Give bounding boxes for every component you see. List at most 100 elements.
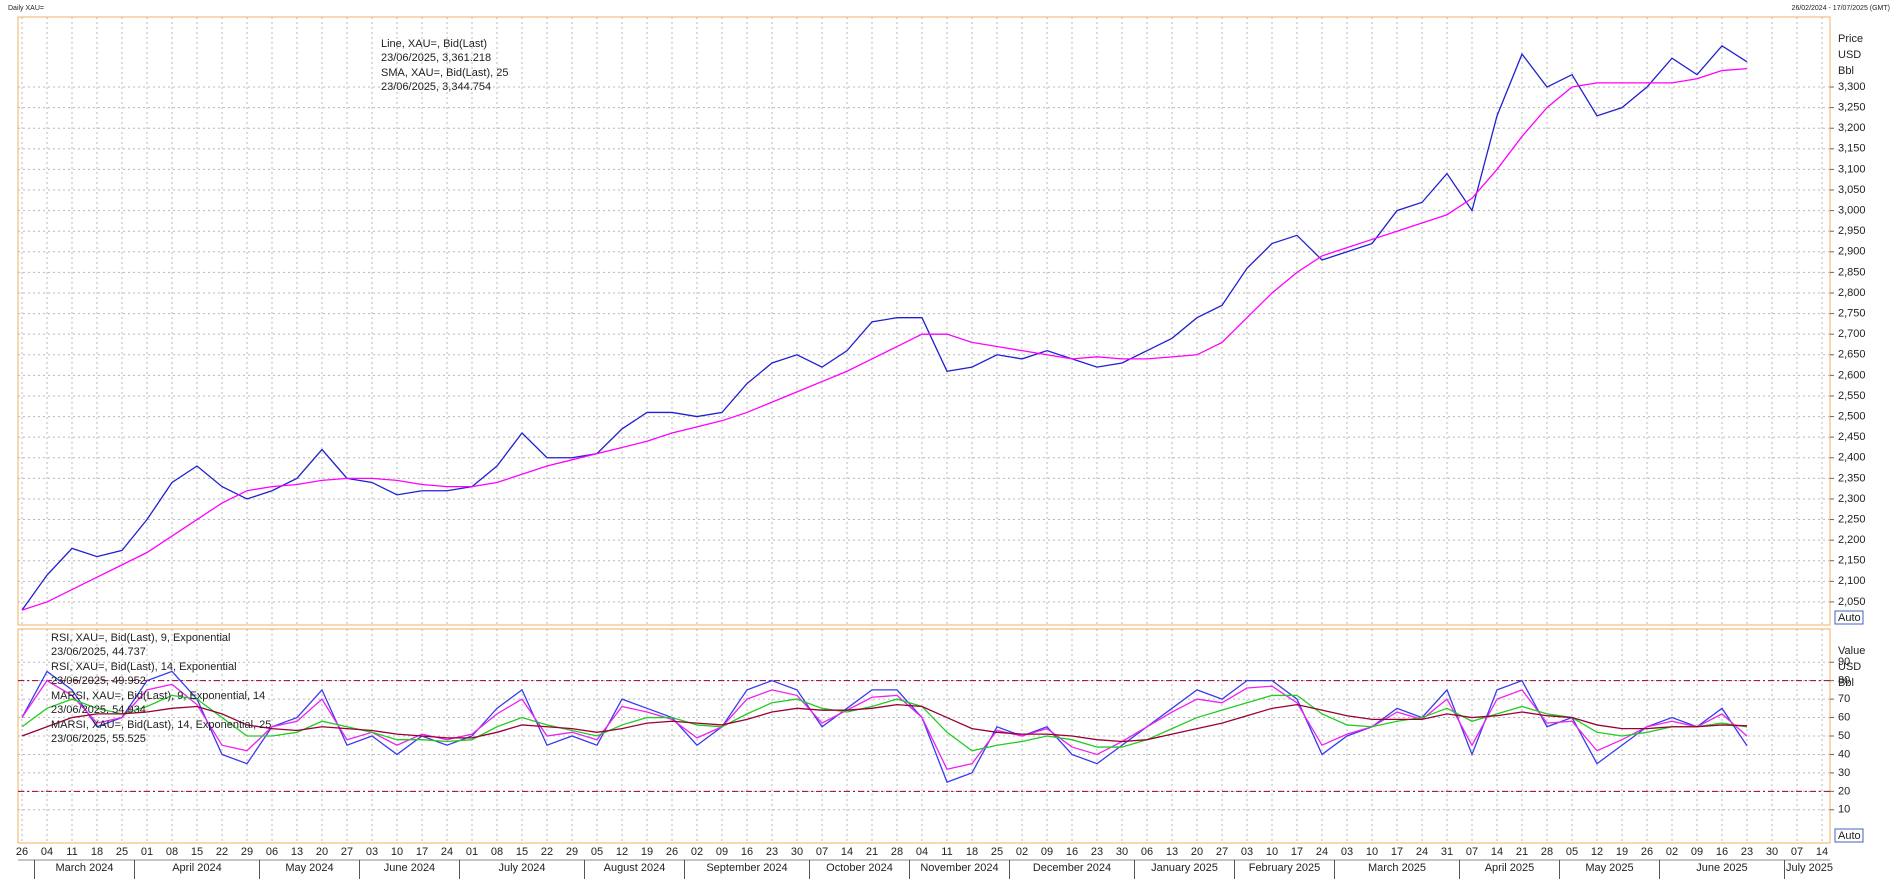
x-tick-label: 09 <box>716 846 728 858</box>
month-label: March 2025 <box>1368 862 1426 874</box>
month-label: October 2024 <box>826 862 893 874</box>
x-tick-label: 25 <box>991 846 1003 858</box>
x-tick-label: 12 <box>616 846 628 858</box>
series-line <box>21 694 1748 752</box>
x-tick-label: 04 <box>41 846 53 858</box>
y-tick-label: 20 <box>1838 785 1850 797</box>
y-tick-label: 30 <box>1838 767 1850 779</box>
x-tick-label: 31 <box>1441 846 1453 858</box>
month-label: August 2024 <box>604 862 666 874</box>
x-tick-label: 25 <box>116 846 128 858</box>
x-tick-label: 05 <box>591 846 603 858</box>
scale-box <box>1834 828 1864 843</box>
x-tick-label: 28 <box>891 846 903 858</box>
y-tick-label: 2,400 <box>1838 452 1866 464</box>
x-tick-label: 30 <box>791 846 803 858</box>
x-tick-label: 10 <box>391 846 403 858</box>
legend-entry: RSI, XAU=, Bid(Last), 14, Exponential <box>51 661 237 673</box>
y-tick-label: 3,200 <box>1838 122 1866 134</box>
x-tick-label: 18 <box>91 846 103 858</box>
y-tick-label: 2,150 <box>1838 555 1866 567</box>
y-tick-label: 2,050 <box>1838 596 1866 608</box>
x-tick-label: 24 <box>1316 846 1328 858</box>
y-tick-label: 2,950 <box>1838 225 1866 237</box>
y-tick-label: 2,900 <box>1838 246 1866 258</box>
x-tick-label: 28 <box>1541 846 1553 858</box>
y-tick-label: 3,250 <box>1838 102 1866 114</box>
y-tick-label: 2,450 <box>1838 431 1866 443</box>
x-tick-label: 29 <box>566 846 578 858</box>
y-tick-label: 70 <box>1838 693 1850 705</box>
header-left: Daily XAU= <box>8 5 44 12</box>
x-tick-label: 17 <box>416 846 428 858</box>
series-line <box>21 67 1748 611</box>
x-tick-label: 09 <box>1691 846 1703 858</box>
legend-entry: SMA, XAU=, Bid(Last), 25 <box>381 67 508 79</box>
y-tick-label: 2,850 <box>1838 266 1866 278</box>
y-tick-label: 3,300 <box>1838 81 1866 93</box>
y-tick-label: 3,050 <box>1838 184 1866 196</box>
month-label: September 2024 <box>706 862 787 874</box>
x-tick-label: 15 <box>191 846 203 858</box>
month-label: June 2024 <box>384 862 435 874</box>
x-tick-label: 04 <box>916 846 928 858</box>
x-tick-label: 18 <box>966 846 978 858</box>
y-tick-label: 2,250 <box>1838 513 1866 525</box>
x-tick-label: 27 <box>341 846 353 858</box>
x-tick-label: 03 <box>366 846 378 858</box>
x-tick-label: 03 <box>1241 846 1253 858</box>
x-tick-label: 19 <box>641 846 653 858</box>
x-tick-label: 23 <box>1091 846 1103 858</box>
axis-label: Price <box>1838 33 1863 45</box>
x-tick-label: 17 <box>1391 846 1403 858</box>
y-tick-label: 2,550 <box>1838 390 1866 402</box>
x-tick-label: 24 <box>441 846 453 858</box>
x-tick-label: 05 <box>1566 846 1578 858</box>
x-tick-label: 22 <box>541 846 553 858</box>
y-tick-label: 2,100 <box>1838 575 1866 587</box>
y-tick-label: 10 <box>1838 804 1850 816</box>
axis-label: Bbl <box>1838 65 1854 77</box>
x-tick-label: 11 <box>941 846 952 858</box>
scale-box <box>1834 610 1864 625</box>
month-label: June 2025 <box>1696 862 1747 874</box>
x-tick-label: 20 <box>316 846 328 858</box>
y-tick-label: 40 <box>1838 748 1850 760</box>
month-label: July 2024 <box>498 862 545 874</box>
y-tick-label: 50 <box>1838 730 1850 742</box>
series-line <box>21 703 1748 743</box>
x-tick-label: 13 <box>1166 846 1178 858</box>
y-tick-label: 3,150 <box>1838 143 1866 155</box>
axis-label: USD <box>1838 661 1861 673</box>
x-tick-label: 19 <box>1616 846 1628 858</box>
x-tick-label: 03 <box>1341 846 1353 858</box>
legend-entry: MARSI, XAU=, Bid(Last), 9, Exponential, … <box>51 690 265 702</box>
x-tick-label: 17 <box>1291 846 1303 858</box>
legend-value: 23/06/2025, 3,361.218 <box>381 52 491 64</box>
x-tick-label: 08 <box>491 846 503 858</box>
y-tick-label: 2,700 <box>1838 328 1866 340</box>
x-tick-label: 16 <box>1716 846 1728 858</box>
x-tick-label: 08 <box>166 846 178 858</box>
legend-entry: RSI, XAU=, Bid(Last), 9, Exponential <box>51 632 230 644</box>
y-tick-label: 2,350 <box>1838 472 1866 484</box>
x-tick-label: 12 <box>1591 846 1603 858</box>
month-label: March 2024 <box>55 862 113 874</box>
y-tick-label: 2,300 <box>1838 493 1866 505</box>
axis-label: Value <box>1838 645 1865 657</box>
x-tick-label: 29 <box>241 846 253 858</box>
x-tick-label: 06 <box>266 846 278 858</box>
x-tick-label: 14 <box>841 846 853 858</box>
y-tick-label: 2,750 <box>1838 307 1866 319</box>
header-right: 26/02/2024 - 17/07/2025 (GMT) <box>1792 5 1890 12</box>
y-tick-label: 60 <box>1838 711 1850 723</box>
x-tick-label: 26 <box>666 846 678 858</box>
x-tick-label: 07 <box>1466 846 1478 858</box>
series-line <box>21 44 1748 611</box>
legend-value: 23/06/2025, 3,344.754 <box>381 81 491 93</box>
x-tick-label: 02 <box>1016 846 1028 858</box>
month-label: February 2025 <box>1249 862 1321 874</box>
month-label: January 2025 <box>1151 862 1218 874</box>
x-tick-label: 26 <box>1641 846 1653 858</box>
